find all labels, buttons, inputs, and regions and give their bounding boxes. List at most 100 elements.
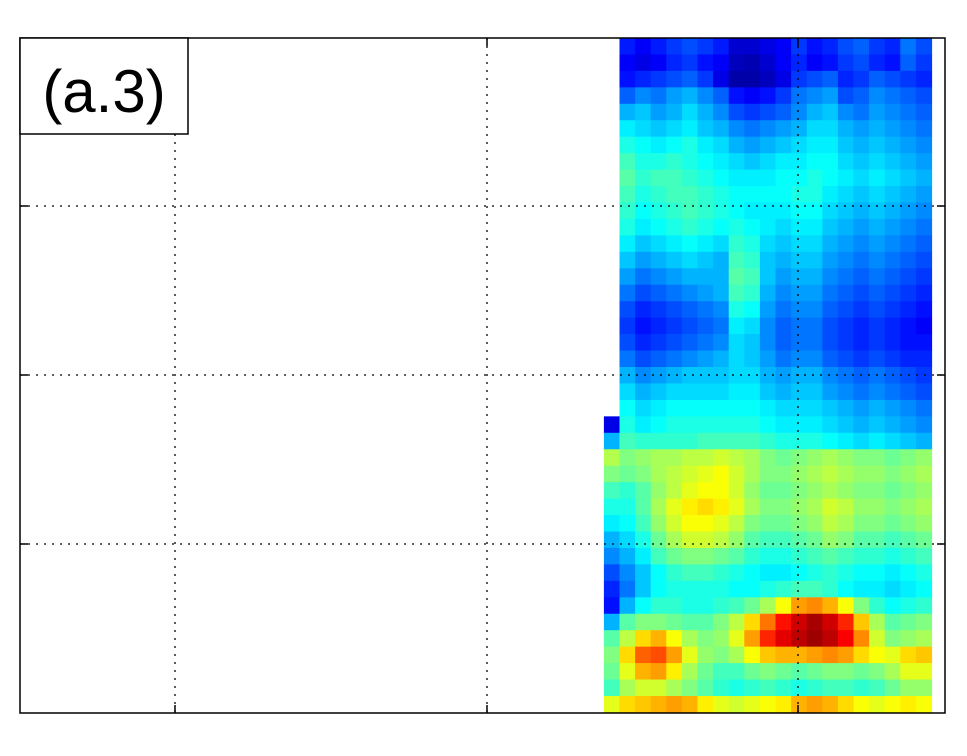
heatmap-cell (744, 334, 761, 352)
heatmap-cell (650, 383, 667, 401)
heatmap-cell (775, 482, 792, 500)
heatmap-cell (884, 613, 901, 631)
heatmap-cell (775, 399, 792, 417)
heatmap-cell (900, 202, 917, 220)
heatmap-cell (853, 416, 870, 434)
heatmap-cell (806, 38, 823, 56)
heatmap-cell (791, 580, 808, 598)
heatmap-cell (806, 531, 823, 549)
heatmap-cell (681, 696, 699, 714)
heatmap-cell (853, 317, 870, 335)
heatmap-cell (728, 268, 745, 286)
heatmap-cell (900, 613, 917, 631)
heatmap-cell (775, 679, 792, 697)
heatmap-cell (869, 38, 886, 56)
heatmap-cell (837, 416, 855, 434)
heatmap-cell (884, 482, 901, 500)
heatmap-cell (837, 235, 855, 253)
heatmap-cell (869, 350, 886, 368)
heatmap-cell (635, 531, 652, 549)
heatmap-cell (728, 87, 745, 105)
heatmap-cell (837, 679, 855, 697)
heatmap-cell (806, 449, 823, 467)
heatmap-cell (713, 136, 730, 154)
heatmap-cell (822, 38, 839, 56)
heatmap-cell (806, 597, 823, 615)
heatmap-cell (728, 301, 745, 319)
heatmap-cell (759, 630, 777, 648)
heatmap-cell (666, 153, 683, 171)
heatmap-cell (619, 334, 636, 352)
heatmap-cell (759, 251, 777, 269)
heatmap-cell (759, 383, 777, 401)
heatmap-cell (697, 383, 714, 401)
heatmap-cell (713, 399, 730, 417)
heatmap-cell (791, 251, 808, 269)
heatmap-cell (806, 218, 823, 236)
heatmap-cell (666, 416, 683, 434)
heatmap-cell (728, 564, 745, 582)
heatmap-cell (869, 284, 886, 302)
heatmap-cell (713, 251, 730, 269)
heatmap-cell (915, 613, 933, 631)
heatmap-cell (681, 202, 699, 220)
heatmap-cell (635, 284, 652, 302)
heatmap-cell (884, 679, 901, 697)
heatmap-cell (619, 301, 636, 319)
heatmap-cell (697, 268, 714, 286)
heatmap-cell (822, 169, 839, 187)
heatmap-cell (791, 301, 808, 319)
heatmap-cell (728, 531, 745, 549)
heatmap-cell (697, 218, 714, 236)
heatmap-cell (806, 103, 823, 121)
heatmap-cell (915, 317, 933, 335)
heatmap-cell (869, 531, 886, 549)
heatmap-cell (791, 613, 808, 631)
heatmap-cell (791, 547, 808, 565)
heatmap-cell (900, 218, 917, 236)
heatmap-cell (697, 465, 714, 483)
heatmap-cell (728, 416, 745, 434)
heatmap-cell (853, 186, 870, 204)
heatmap-cell (681, 284, 699, 302)
heatmap-cell (837, 136, 855, 154)
heatmap-cell (869, 663, 886, 681)
heatmap-cell (666, 202, 683, 220)
heatmap-cell (728, 120, 745, 138)
heatmap-cell (728, 334, 745, 352)
heatmap-cell (619, 350, 636, 368)
heatmap-cell (822, 136, 839, 154)
heatmap-cell (900, 696, 917, 714)
heatmap-cell (650, 251, 667, 269)
heatmap-cell (775, 515, 792, 533)
heatmap-cell (837, 334, 855, 352)
heatmap-cell (869, 218, 886, 236)
heatmap-cell (728, 399, 745, 417)
heatmap-cell (728, 515, 745, 533)
heatmap-cell (666, 218, 683, 236)
heatmap-cell (869, 235, 886, 253)
heatmap-cell (603, 547, 621, 565)
heatmap-cell (915, 136, 933, 154)
heatmap-cell (666, 169, 683, 187)
heatmap-cell (697, 449, 714, 467)
heatmap-cell (837, 202, 855, 220)
heatmap-cell (697, 630, 714, 648)
heatmap-cell (619, 679, 636, 697)
heatmap-cell (681, 334, 699, 352)
heatmap-cell (900, 350, 917, 368)
heatmap-cell (884, 531, 901, 549)
heatmap-cell (900, 564, 917, 582)
heatmap-cell (681, 663, 699, 681)
heatmap-cell (635, 38, 652, 56)
heatmap-cell (759, 169, 777, 187)
heatmap-cell (728, 547, 745, 565)
heatmap-cell (915, 663, 933, 681)
heatmap-cell (619, 515, 636, 533)
heatmap-cell (915, 630, 933, 648)
heatmap-cell (728, 482, 745, 500)
heatmap-cell (713, 268, 730, 286)
heatmap-cell (681, 186, 699, 204)
heatmap-cell (713, 646, 730, 664)
